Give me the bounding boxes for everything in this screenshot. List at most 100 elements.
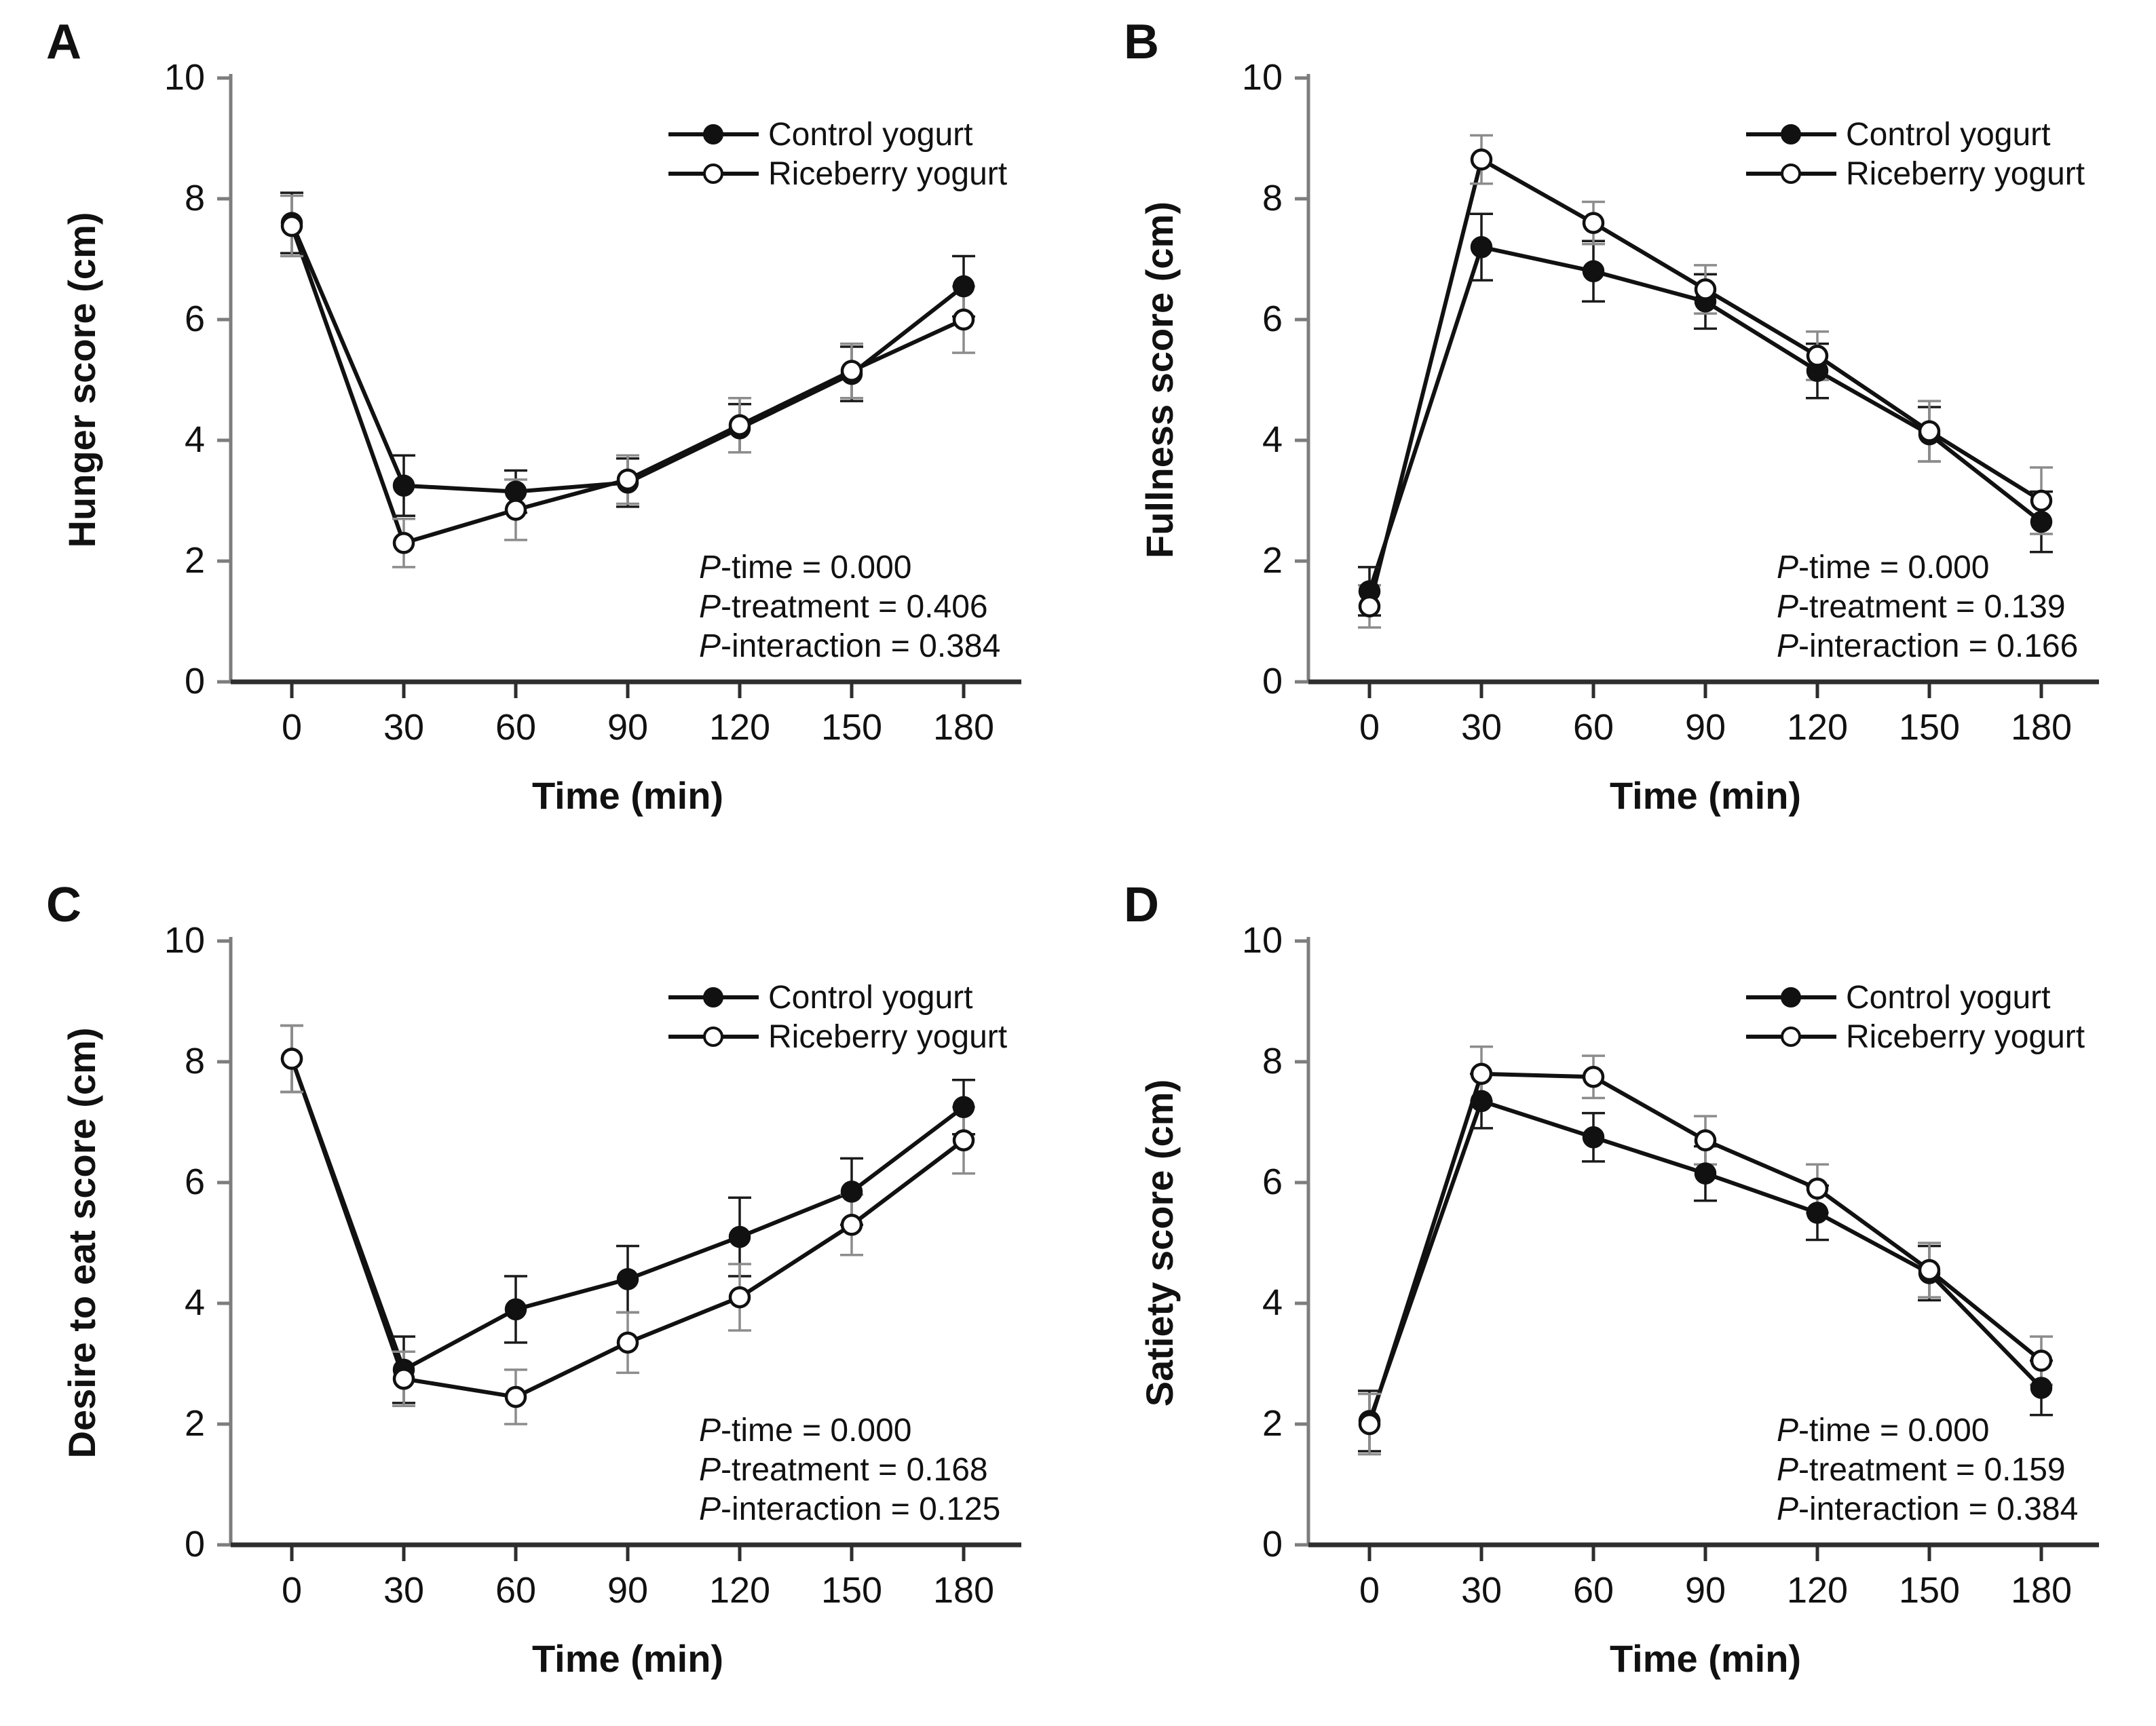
y-tick-label: 10 (164, 920, 205, 961)
legend-item: Control yogurt (668, 980, 972, 1016)
open-circle-marker (952, 1129, 975, 1151)
x-tick-label: 30 (383, 1570, 424, 1611)
y-tick-label: 6 (1262, 299, 1283, 339)
legend-item: Control yogurt (1746, 117, 2050, 153)
filled-circle-icon (703, 987, 723, 1008)
stats-line: P-treatment = 0.139 (1777, 589, 2066, 625)
y-tick-label: 2 (185, 540, 205, 581)
panel-letter: D (1124, 878, 1159, 932)
y-tick-label: 0 (185, 1524, 205, 1565)
y-axis-title: Desire to eat score (cm) (60, 1028, 103, 1459)
x-tick-label: 30 (383, 707, 424, 748)
stats-line: P-time = 0.000 (1777, 1413, 1990, 1449)
open-circle-marker (392, 532, 415, 554)
stats-line: P-treatment = 0.406 (699, 589, 988, 625)
open-circle-icon (703, 1027, 723, 1047)
markers-riceberry (280, 214, 975, 554)
fullness-chart: B 0 2 4 6 8 10 Fullness score (cm) 0 30 60 90 120 150… (1124, 15, 2099, 817)
stats-line: P-interaction = 0.384 (1777, 1491, 2078, 1527)
x-axis: 0 30 60 90 120 150 180 (231, 1542, 1021, 1611)
y-axis: 0 2 4 6 8 10 (1242, 920, 1310, 1565)
legend-item: Riceberry yogurt (668, 1019, 1007, 1055)
error-bars-riceberry (1358, 1046, 2053, 1456)
x-tick-label: 0 (1359, 707, 1380, 748)
panel-d-satiety: D 0 2 4 6 8 10 Satiety score (cm) 0 30 60 90 120 150 1… (1078, 863, 2156, 1726)
x-tick-label: 90 (1685, 707, 1726, 748)
legend-label: Riceberry yogurt (1846, 156, 2085, 192)
x-axis-title: Time (min) (1610, 774, 1801, 817)
x-tick-label: 30 (1461, 707, 1502, 748)
open-circle-marker (504, 1385, 527, 1408)
y-tick-label: 0 (185, 661, 205, 702)
filled-circle-marker (504, 1298, 527, 1321)
open-circle-icon (1781, 164, 1801, 184)
open-circle-marker (1358, 595, 1381, 617)
open-circle-marker (1470, 1062, 1493, 1086)
y-axis-title: Satiety score (cm) (1138, 1079, 1181, 1406)
x-tick-label: 150 (821, 707, 882, 748)
x-tick-label: 90 (1685, 1570, 1726, 1611)
x-tick-label: 60 (495, 707, 536, 748)
legend-label: Control yogurt (1846, 980, 2050, 1016)
filled-circle-marker (2030, 1377, 2053, 1399)
desire-to-eat-chart: C 0 2 4 6 8 10 Desire to eat score (cm) 0 30 60 90 1… (46, 878, 1021, 1680)
x-tick-label: 30 (1461, 1570, 1502, 1611)
filled-circle-marker (392, 474, 415, 497)
stats-line: P-interaction = 0.125 (699, 1491, 1000, 1527)
legend-label: Riceberry yogurt (768, 1019, 1007, 1055)
y-tick-label: 4 (185, 1282, 205, 1323)
x-tick-label: 90 (607, 707, 648, 748)
filled-circle-marker (1582, 260, 1605, 283)
error-bars-riceberry (280, 194, 975, 569)
x-tick-label: 120 (1787, 1570, 1848, 1611)
panel-a-hunger: A 0 2 4 6 8 10 Hunger score (cm) 0 30 60 90 120 150 18… (0, 0, 1078, 863)
y-tick-label: 8 (1262, 178, 1283, 218)
y-tick-label: 10 (1242, 920, 1283, 961)
y-tick-label: 4 (1262, 419, 1283, 460)
x-tick-label: 180 (933, 1570, 994, 1611)
y-tick-label: 8 (185, 178, 205, 218)
y-tick-label: 4 (1262, 1282, 1283, 1323)
x-tick-label: 60 (495, 1570, 536, 1611)
y-axis-title: Hunger score (cm) (60, 212, 103, 548)
hunger-chart: A 0 2 4 6 8 10 Hunger score (cm) 0 30 60 90 120 150 18… (46, 15, 1021, 817)
y-tick-label: 6 (185, 299, 205, 339)
x-axis-title: Time (min) (1610, 1637, 1801, 1680)
filled-circle-marker (1694, 1162, 1717, 1185)
filled-circle-marker (728, 1225, 751, 1248)
x-tick-label: 60 (1573, 1570, 1614, 1611)
open-circle-marker (1918, 1259, 1941, 1282)
y-tick-label: 2 (185, 1403, 205, 1444)
filled-circle-icon (1781, 124, 1801, 145)
y-tick-label: 10 (1242, 57, 1283, 98)
x-tick-label: 90 (607, 1570, 648, 1611)
x-tick-label: 150 (1899, 707, 1960, 748)
y-tick-label: 2 (1262, 540, 1283, 581)
y-tick-label: 8 (185, 1041, 205, 1081)
filled-circle-marker (616, 1268, 639, 1290)
legend-item: Riceberry yogurt (668, 156, 1007, 192)
x-tick-label: 180 (2011, 707, 2072, 748)
panel-b-fullness: B 0 2 4 6 8 10 Fullness score (cm) 0 30 60 90 120 150… (1078, 0, 2156, 863)
legend-item: Riceberry yogurt (1746, 156, 2085, 192)
y-tick-label: 4 (185, 419, 205, 460)
open-circle-marker (952, 308, 975, 331)
stats-line: P-interaction = 0.384 (699, 628, 1000, 664)
open-circle-marker (1918, 420, 1941, 442)
x-tick-label: 120 (1787, 707, 1848, 748)
x-tick-label: 180 (933, 707, 994, 748)
markers-riceberry (1358, 1062, 2053, 1436)
series-line-control (290, 220, 966, 494)
legend-label: Riceberry yogurt (768, 156, 1007, 192)
y-tick-label: 10 (164, 57, 205, 98)
stats-line: P-treatment = 0.168 (699, 1452, 988, 1488)
open-circle-marker (840, 360, 863, 382)
open-circle-marker (504, 499, 527, 521)
open-circle-marker (1358, 1413, 1381, 1436)
open-circle-marker (728, 414, 751, 436)
filled-circle-marker (1470, 235, 1493, 258)
x-tick-label: 180 (2011, 1570, 2072, 1611)
satiety-chart: D 0 2 4 6 8 10 Satiety score (cm) 0 30 60 90 120 150 1… (1124, 878, 2099, 1680)
